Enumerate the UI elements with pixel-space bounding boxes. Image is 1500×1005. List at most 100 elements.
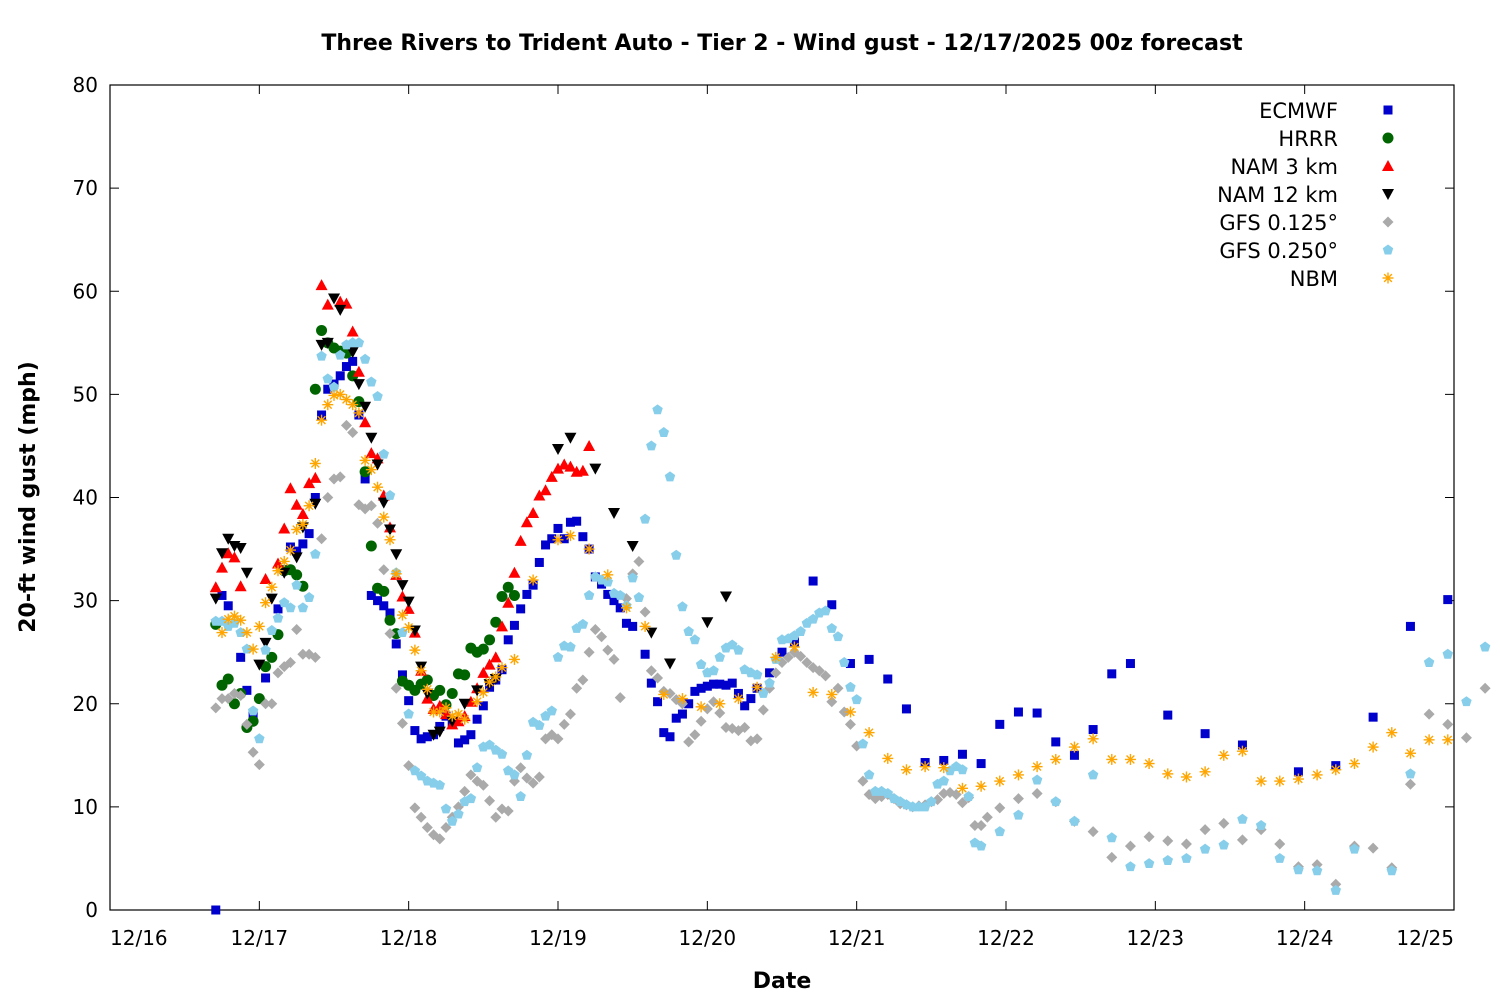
data-point [626,540,639,552]
data-point [334,388,346,400]
data-point [695,715,707,727]
data-point [489,651,502,663]
data-point [602,576,614,587]
data-point [670,549,682,560]
data-point [378,564,390,576]
data-point [516,604,526,614]
y-tick-label: 20 [73,692,98,716]
data-point [1349,843,1360,854]
data-point [477,643,489,655]
data-point [373,596,383,606]
data-point [410,726,420,736]
data-point [527,506,540,518]
data-point [321,298,334,310]
data-point [502,596,515,608]
data-point [826,622,838,633]
data-point [751,669,763,680]
data-point [328,293,340,305]
data-point [496,748,508,759]
legend-label: GFS 0.125° [1219,211,1338,235]
data-point [291,569,303,581]
data-point [292,546,302,556]
data-point [384,524,396,536]
data-point [490,671,502,683]
data-point [273,604,283,614]
data-point [477,779,489,791]
data-point [266,698,278,710]
data-point [315,279,328,291]
data-point [379,601,389,611]
data-point [211,905,221,915]
data-point [371,459,384,471]
data-point [216,548,228,560]
data-point [1199,843,1211,854]
series-gfs-0-250 [210,337,1491,895]
y-tick-label: 60 [73,279,98,303]
data-point [384,489,396,500]
data-point [440,702,452,714]
data-point [956,782,968,794]
data-point [416,734,426,744]
data-point [409,644,421,656]
data-point [1012,793,1024,805]
data-point [298,539,308,549]
data-point [683,736,695,748]
data-point [484,634,496,646]
data-point [266,651,278,663]
data-point [228,698,240,710]
data-point [1274,838,1286,850]
data-point [290,552,303,564]
data-point [453,738,463,748]
data-point [552,651,564,662]
data-point [1087,826,1099,838]
data-point [347,427,359,439]
data-point [751,681,763,693]
data-point [534,719,545,730]
data-point [765,668,775,678]
data-point [321,337,334,349]
data-point [975,780,987,792]
data-point [496,620,508,632]
data-point [1237,740,1247,750]
data-point [1143,758,1155,770]
data-point [222,547,235,559]
data-point [1442,734,1454,746]
data-point [695,659,707,670]
data-point [1218,839,1230,850]
y-tick-label: 70 [73,176,98,200]
data-point [1012,769,1024,781]
data-point [576,464,589,476]
data-point [478,701,488,711]
data-point [390,682,402,694]
data-point [1255,819,1267,830]
data-point [216,561,228,573]
data-point [527,777,539,789]
data-point [266,581,278,593]
data-point [739,721,751,733]
data-point [235,690,247,701]
data-point [602,644,614,656]
data-point [452,708,464,720]
data-point [919,761,931,773]
data-point [696,683,706,693]
data-point [522,589,532,599]
data-point [695,701,707,713]
data-point [646,678,656,688]
data-point [969,819,981,831]
data-point [384,628,396,640]
data-point [564,432,577,444]
data-point [851,694,862,705]
data-point [751,733,763,745]
data-point [1330,884,1342,895]
data-point [639,620,651,632]
data-point [241,627,253,639]
data-point [614,589,626,600]
data-point [813,665,825,677]
data-point [1087,733,1099,745]
x-axis-label: Date [753,969,812,994]
data-point [826,688,838,700]
data-point [807,686,819,698]
data-point [1162,835,1174,847]
data-point [801,657,813,668]
legend-label: ECMWF [1259,99,1338,123]
